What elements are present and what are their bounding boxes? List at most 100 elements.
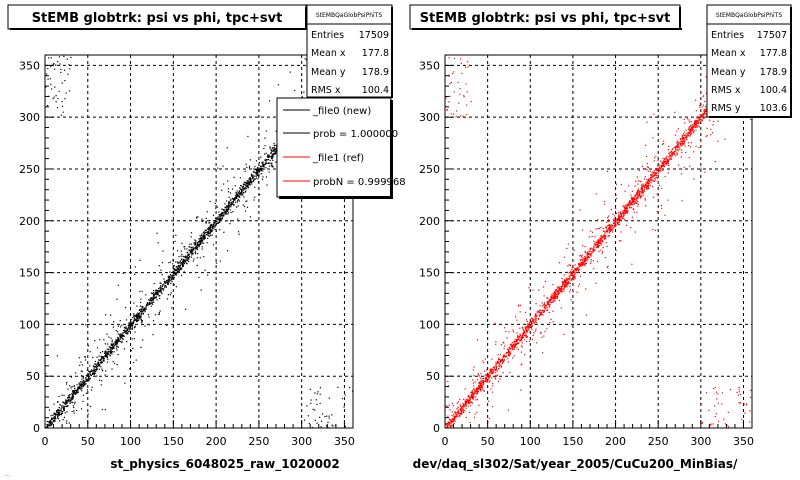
scatter-point [93,370,95,372]
scatter-point [478,387,480,389]
scatter-point [681,200,683,202]
scatter-point [584,257,586,259]
scatter-point [215,221,217,223]
scatter-point [586,257,588,259]
scatter-point [51,418,54,420]
scatter-point [156,299,158,301]
scatter-point [572,291,574,293]
scatter-point [509,371,511,374]
scatter-point [319,393,321,395]
scatter-point [67,399,70,401]
scatter-point [695,110,697,112]
scatter-point [175,234,177,236]
scatter-point [525,336,528,339]
scatter-point [119,337,122,339]
scatter-point [568,272,570,274]
scatter-point [181,268,183,270]
scatter-point [203,238,205,241]
scatter-point [532,334,534,337]
scatter-point [101,408,104,411]
scatter-point [640,181,642,183]
scatter-point [218,218,220,220]
scatter-point [117,346,119,348]
scatter-point [614,223,616,225]
scatter-point [609,229,611,231]
scatter-point [188,246,190,248]
scatter-point [72,393,74,396]
scatter-point [319,387,321,389]
scatter-point [90,370,92,372]
scatter-point [103,358,105,360]
scatter-point [217,217,219,219]
scatter-point [147,302,149,304]
scatter-point [111,341,113,343]
scatter-point [637,183,639,185]
scatter-point [464,388,466,390]
scatter-point [171,307,173,309]
scatter-point [693,123,695,126]
scatter-point [519,339,521,342]
scatter-point [133,321,135,323]
scatter-point [234,197,236,200]
scatter-point [93,370,95,372]
scatter-point [168,279,170,281]
scatter-point [189,243,191,245]
scatter-point [467,405,469,407]
scatter-point [631,200,633,202]
scatter-point [667,199,669,201]
scatter-point [107,349,109,351]
scatter-point [647,166,650,169]
scatter-point [223,231,225,233]
scatter-point [489,380,491,382]
scatter-point [208,226,210,228]
scatter-point [58,414,60,417]
scatter-point [540,310,542,312]
scatter-point [643,186,645,188]
scatter-point [68,397,70,399]
scatter-point [308,422,310,424]
scatter-point [325,425,327,427]
scatter-point [89,373,91,375]
scatter-point [153,298,155,300]
scatter-point [560,307,562,309]
scatter-point [267,154,269,156]
scatter-point [177,268,179,270]
scatter-point [260,156,262,158]
scatter-point [450,422,452,424]
scatter-point [352,419,353,421]
scatter-point [104,314,107,316]
scatter-point [459,405,461,408]
scatter-point [217,216,219,218]
scatter-point [249,159,252,161]
stats-value: 177.8 [362,48,389,59]
scatter-point [64,402,66,404]
scatter-point [483,382,485,384]
scatter-point [689,125,691,128]
scatter-point [209,225,211,227]
scatter-point [88,377,90,379]
scatter-point [456,402,458,404]
scatter-point [593,240,595,243]
scatter-point [581,263,583,265]
scatter-point [72,396,75,398]
scatter-point [615,197,618,200]
scatter-point [220,218,222,220]
scatter-point [456,415,458,418]
scatter-point [250,178,252,180]
scatter-point [149,298,151,300]
scatter-point [237,192,239,194]
scatter-point [567,281,570,283]
scatter-point [319,402,321,405]
scatter-point [641,195,643,198]
scatter-point [481,384,483,386]
scatter-point [64,405,66,408]
scatter-point [242,204,244,206]
scatter-point [626,208,629,210]
scatter-point [74,389,76,392]
scatter-point [552,294,554,297]
scatter-point [628,185,630,187]
scatter-point [192,247,194,250]
scatter-point [273,150,275,152]
scatter-point [682,140,684,142]
scatter-point [112,326,114,328]
